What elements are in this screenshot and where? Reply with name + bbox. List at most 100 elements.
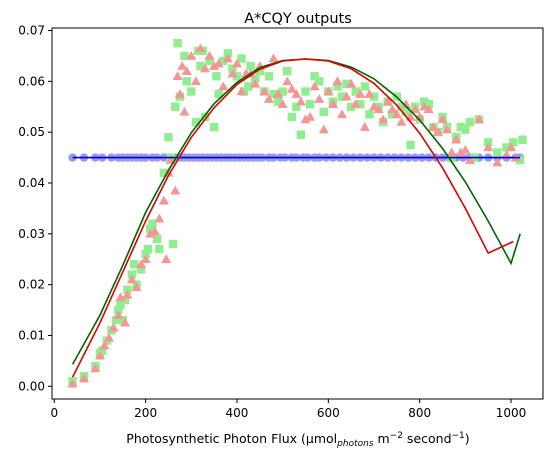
y-tick-label-2: 0.02 [18, 278, 45, 292]
series-1-point-10 [118, 316, 127, 325]
series-2-point-1 [78, 373, 89, 383]
series-1-point-23 [159, 168, 169, 178]
series-1-point-13 [127, 270, 137, 279]
series-1-point-11 [120, 295, 130, 305]
series-2-point-29 [190, 76, 201, 86]
series-2-point-15 [145, 228, 156, 238]
series-1-point-18 [143, 244, 153, 254]
series-1-point-43 [223, 49, 233, 58]
series-1-point-20 [148, 219, 157, 228]
series-2-point-8 [115, 292, 126, 302]
series-2-point-30 [195, 43, 206, 53]
series-2-point-64 [350, 99, 361, 108]
series-2-point-92 [492, 157, 503, 167]
y-tick-label-1: 0.01 [18, 328, 45, 342]
series-2-point-14 [140, 254, 151, 263]
series-2-point-47 [273, 89, 284, 98]
series-1-point-101 [493, 148, 502, 157]
series-2-point-50 [286, 83, 297, 93]
y-tick-label-3: 0.03 [18, 227, 45, 241]
series-1-point-100 [483, 138, 493, 147]
x-label-end: ) [465, 431, 470, 446]
series-2-point-46 [268, 53, 279, 63]
series-1-point-88 [424, 100, 434, 109]
series-2-point-19 [161, 254, 172, 263]
series-2-point-72 [387, 104, 398, 114]
x-axis-label: Photosynthetic Photon Flux (µmolphotons … [126, 431, 469, 449]
series-1-point-104 [515, 155, 525, 165]
x-tick-label-0: 0 [50, 406, 58, 420]
series-2-point-36 [222, 53, 233, 63]
series-2-point-12 [131, 282, 142, 291]
series-2-point-17 [154, 213, 165, 223]
x-label-sup2: −1 [452, 431, 465, 441]
series-1-point-26 [168, 239, 178, 249]
series-1-point-22 [155, 244, 164, 254]
x-label-mid: m [374, 431, 390, 446]
x-tick-label-4: 800 [408, 406, 431, 420]
series-1-point-7 [111, 316, 121, 325]
series-1-point-44 [228, 64, 237, 73]
series-2-point-7 [113, 310, 124, 319]
x-tick-label-3: 600 [317, 406, 340, 420]
series-2-point-66 [359, 122, 370, 131]
plot-area [67, 39, 527, 388]
series-1-point-87 [420, 97, 429, 106]
series-2-point-86 [451, 134, 462, 144]
series-1-point-105 [518, 135, 527, 145]
series-1-point-49 [246, 61, 255, 71]
x-tick-label-5: 1000 [496, 406, 527, 420]
series-2-point-33 [209, 61, 220, 70]
series-1-point-30 [180, 51, 189, 61]
series-1-point-82 [397, 102, 406, 111]
series-2-point-89 [464, 155, 475, 164]
series-1-point-97 [465, 117, 475, 127]
series-2-point-28 [186, 50, 197, 60]
series-2-point-84 [442, 124, 453, 134]
series-1-point-46 [237, 54, 246, 63]
x-label-post: second [403, 431, 452, 446]
series-2-point-70 [378, 114, 389, 124]
series-2-point-87 [455, 147, 466, 157]
series-2-point-56 [314, 94, 325, 103]
series-1-point-28 [173, 39, 182, 48]
series-1-point-58 [287, 112, 296, 122]
series-2-point-42 [250, 78, 261, 88]
series-1-point-50 [251, 74, 260, 84]
series-1-point-32 [187, 87, 196, 96]
series-2-point-27 [181, 66, 192, 75]
series-2-point-73 [391, 109, 402, 119]
series-1-point-4 [98, 346, 107, 355]
series-1-point-48 [244, 82, 253, 91]
series-2-point-31 [200, 63, 211, 73]
series-2-point-82 [432, 127, 443, 136]
series-2-point-94 [506, 142, 517, 152]
series-1-point-24 [164, 133, 173, 142]
series-2-point-49 [282, 76, 293, 86]
series-2-point-18 [158, 195, 169, 205]
series-1-point-83 [401, 107, 411, 117]
series-2-point-48 [277, 99, 288, 108]
series-2-point-6 [108, 322, 119, 332]
series-2-point-35 [218, 81, 229, 91]
x-tick-label-2: 400 [226, 406, 249, 420]
series-1-point-80 [388, 110, 397, 119]
series-1-point-62 [305, 100, 315, 109]
series-2-point-77 [410, 104, 421, 114]
series-2-point-91 [483, 142, 494, 152]
series-2-point-3 [94, 350, 105, 360]
series-2-point-38 [231, 58, 242, 68]
series-2-point-23 [172, 71, 183, 81]
series-1-point-95 [456, 122, 465, 132]
series-1-point-31 [182, 77, 191, 86]
series-2-point-85 [446, 147, 457, 157]
series-1-point-12 [123, 285, 132, 294]
series-1-point-38 [205, 56, 214, 66]
series-2-point-44 [259, 86, 270, 96]
series-2-point-24 [174, 89, 185, 98]
series-1-point-39 [209, 122, 219, 132]
series-0-point-0 [68, 153, 77, 162]
series-1-point-55 [273, 97, 283, 106]
series-1-point-16 [136, 265, 146, 274]
series-2-point-80 [423, 104, 434, 114]
